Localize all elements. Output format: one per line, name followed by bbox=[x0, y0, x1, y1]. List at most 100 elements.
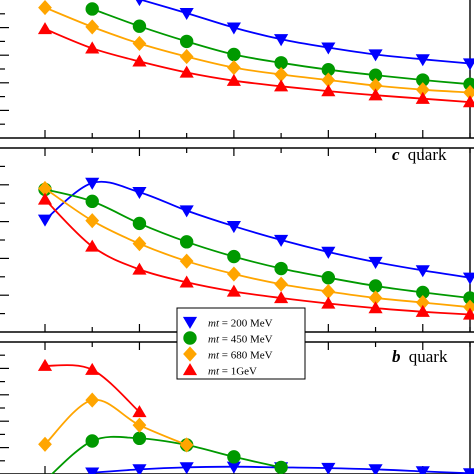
data-point-middle-0-4 bbox=[226, 221, 241, 234]
data-point-bottom-2-1 bbox=[85, 392, 100, 408]
data-point-bottom-0-2 bbox=[179, 462, 194, 474]
data-point-middle-0-8 bbox=[415, 265, 430, 278]
data-point-top-1-3 bbox=[227, 47, 241, 62]
panel-top bbox=[0, 0, 474, 139]
data-point-top-1-1 bbox=[132, 19, 147, 33]
data-point-middle-1-7 bbox=[368, 279, 383, 293]
data-point-middle-2-6 bbox=[321, 283, 336, 300]
data-point-top-2-0 bbox=[38, 0, 52, 16]
data-point-top-1-2 bbox=[179, 34, 194, 49]
legend-entry-0: mt = 200 MeV bbox=[182, 316, 273, 330]
b-quark-label: b quark bbox=[392, 347, 448, 366]
data-point-bottom-0-1 bbox=[132, 464, 147, 474]
data-point-top-1-0 bbox=[85, 2, 99, 16]
data-point-top-3-9 bbox=[462, 95, 474, 108]
data-point-top-0-4 bbox=[321, 42, 336, 55]
data-point-top-3-1 bbox=[85, 41, 100, 54]
data-point-middle-1-1 bbox=[85, 194, 99, 209]
data-point-middle-1-3 bbox=[179, 235, 194, 249]
data-point-top-2-5 bbox=[274, 66, 288, 83]
legend-marker-1 bbox=[183, 331, 197, 345]
data-point-middle-2-2 bbox=[132, 236, 147, 252]
chart-legend: mt = 200 MeV mt = 450 MeV mt = 680 MeV mt =… bbox=[176, 307, 306, 380]
panel-bottom bbox=[0, 341, 474, 474]
legend-marker-2 bbox=[183, 346, 197, 362]
series-line-middle-1 bbox=[44, 188, 471, 299]
legend-marker-0 bbox=[182, 316, 198, 329]
data-point-middle-0-9 bbox=[462, 272, 474, 285]
data-point-middle-0-3 bbox=[179, 205, 194, 218]
data-point-middle-3-2 bbox=[132, 262, 147, 275]
data-point-bottom-2-0 bbox=[38, 436, 52, 452]
series-line-top-2 bbox=[44, 6, 471, 94]
data-point-top-0-6 bbox=[415, 54, 430, 67]
data-point-bottom-0-5 bbox=[321, 462, 336, 474]
legend-label-0: mt = 200 MeV bbox=[208, 318, 273, 330]
legend-entry-2: mt = 680 MeV bbox=[183, 346, 273, 362]
data-point-middle-2-4 bbox=[227, 266, 241, 282]
data-point-middle-2-5 bbox=[274, 276, 288, 292]
data-point-top-3-6 bbox=[321, 84, 336, 97]
legend-label-1: mt = 450 MeV bbox=[208, 334, 273, 346]
data-point-bottom-0-0 bbox=[85, 467, 100, 474]
data-point-top-2-1 bbox=[85, 19, 100, 35]
data-point-bottom-0-7 bbox=[415, 466, 430, 474]
data-point-top-2-2 bbox=[132, 35, 147, 52]
data-point-bottom-3-0 bbox=[37, 358, 53, 371]
series-line-middle-3 bbox=[44, 198, 471, 316]
data-point-middle-0-1 bbox=[85, 177, 100, 190]
data-point-middle-3-9 bbox=[462, 307, 474, 320]
data-point-top-3-3 bbox=[179, 65, 194, 78]
data-point-middle-3-1 bbox=[85, 239, 100, 252]
c-quark-label: c quark bbox=[392, 145, 447, 164]
data-point-bottom-2-2 bbox=[132, 417, 147, 433]
data-point-middle-1-4 bbox=[227, 249, 241, 264]
series-line-middle-2 bbox=[44, 187, 471, 309]
data-point-middle-3-4 bbox=[226, 284, 241, 297]
plot-area-bottom bbox=[37, 358, 474, 474]
data-point-top-2-3 bbox=[179, 49, 194, 65]
data-point-top-0-5 bbox=[368, 49, 383, 62]
data-point-middle-1-5 bbox=[274, 261, 288, 276]
data-point-bottom-2-3 bbox=[179, 437, 194, 453]
legend-entry-1: mt = 450 MeV bbox=[183, 331, 273, 346]
legend-label-3: mt = 1GeV bbox=[208, 366, 257, 378]
data-point-bottom-1-1 bbox=[85, 434, 99, 448]
data-point-middle-0-5 bbox=[274, 234, 289, 247]
data-point-top-0-7 bbox=[462, 58, 474, 71]
legend-marker-3 bbox=[182, 363, 198, 376]
plot-area-top bbox=[37, 0, 474, 108]
data-point-top-3-2 bbox=[132, 54, 147, 67]
data-point-middle-2-1 bbox=[85, 213, 100, 229]
data-point-top-0-3 bbox=[274, 34, 289, 47]
data-point-bottom-1-4 bbox=[227, 450, 241, 464]
data-point-middle-2-3 bbox=[179, 253, 194, 269]
data-point-bottom-3-1 bbox=[85, 362, 100, 375]
data-point-middle-3-3 bbox=[179, 275, 194, 288]
data-point-middle-0-2 bbox=[132, 187, 147, 200]
legend-box bbox=[176, 307, 306, 380]
data-point-middle-3-7 bbox=[368, 301, 383, 314]
panel-middle bbox=[0, 147, 474, 333]
data-point-top-0-2 bbox=[226, 22, 241, 35]
data-point-middle-1-6 bbox=[321, 271, 336, 285]
data-point-middle-3-5 bbox=[274, 291, 289, 304]
data-point-middle-0-6 bbox=[321, 246, 336, 259]
series-line-top-3 bbox=[44, 28, 471, 103]
data-point-bottom-1-2 bbox=[132, 431, 147, 446]
data-point-top-3-7 bbox=[368, 88, 383, 101]
series-line-bottom-2 bbox=[44, 399, 188, 446]
data-point-bottom-0-6 bbox=[368, 464, 383, 474]
data-point-middle-3-0 bbox=[37, 192, 53, 205]
data-point-top-0-1 bbox=[179, 7, 194, 20]
data-point-middle-0-0 bbox=[37, 214, 53, 227]
legend-entry-3: mt = 1GeV bbox=[182, 363, 257, 378]
data-point-top-3-8 bbox=[415, 91, 430, 104]
data-point-bottom-3-2 bbox=[132, 405, 147, 418]
data-point-top-3-4 bbox=[226, 73, 241, 86]
data-point-middle-3-6 bbox=[321, 296, 336, 309]
data-point-middle-1-2 bbox=[132, 216, 147, 231]
data-point-top-0-0 bbox=[135, 0, 144, 7]
